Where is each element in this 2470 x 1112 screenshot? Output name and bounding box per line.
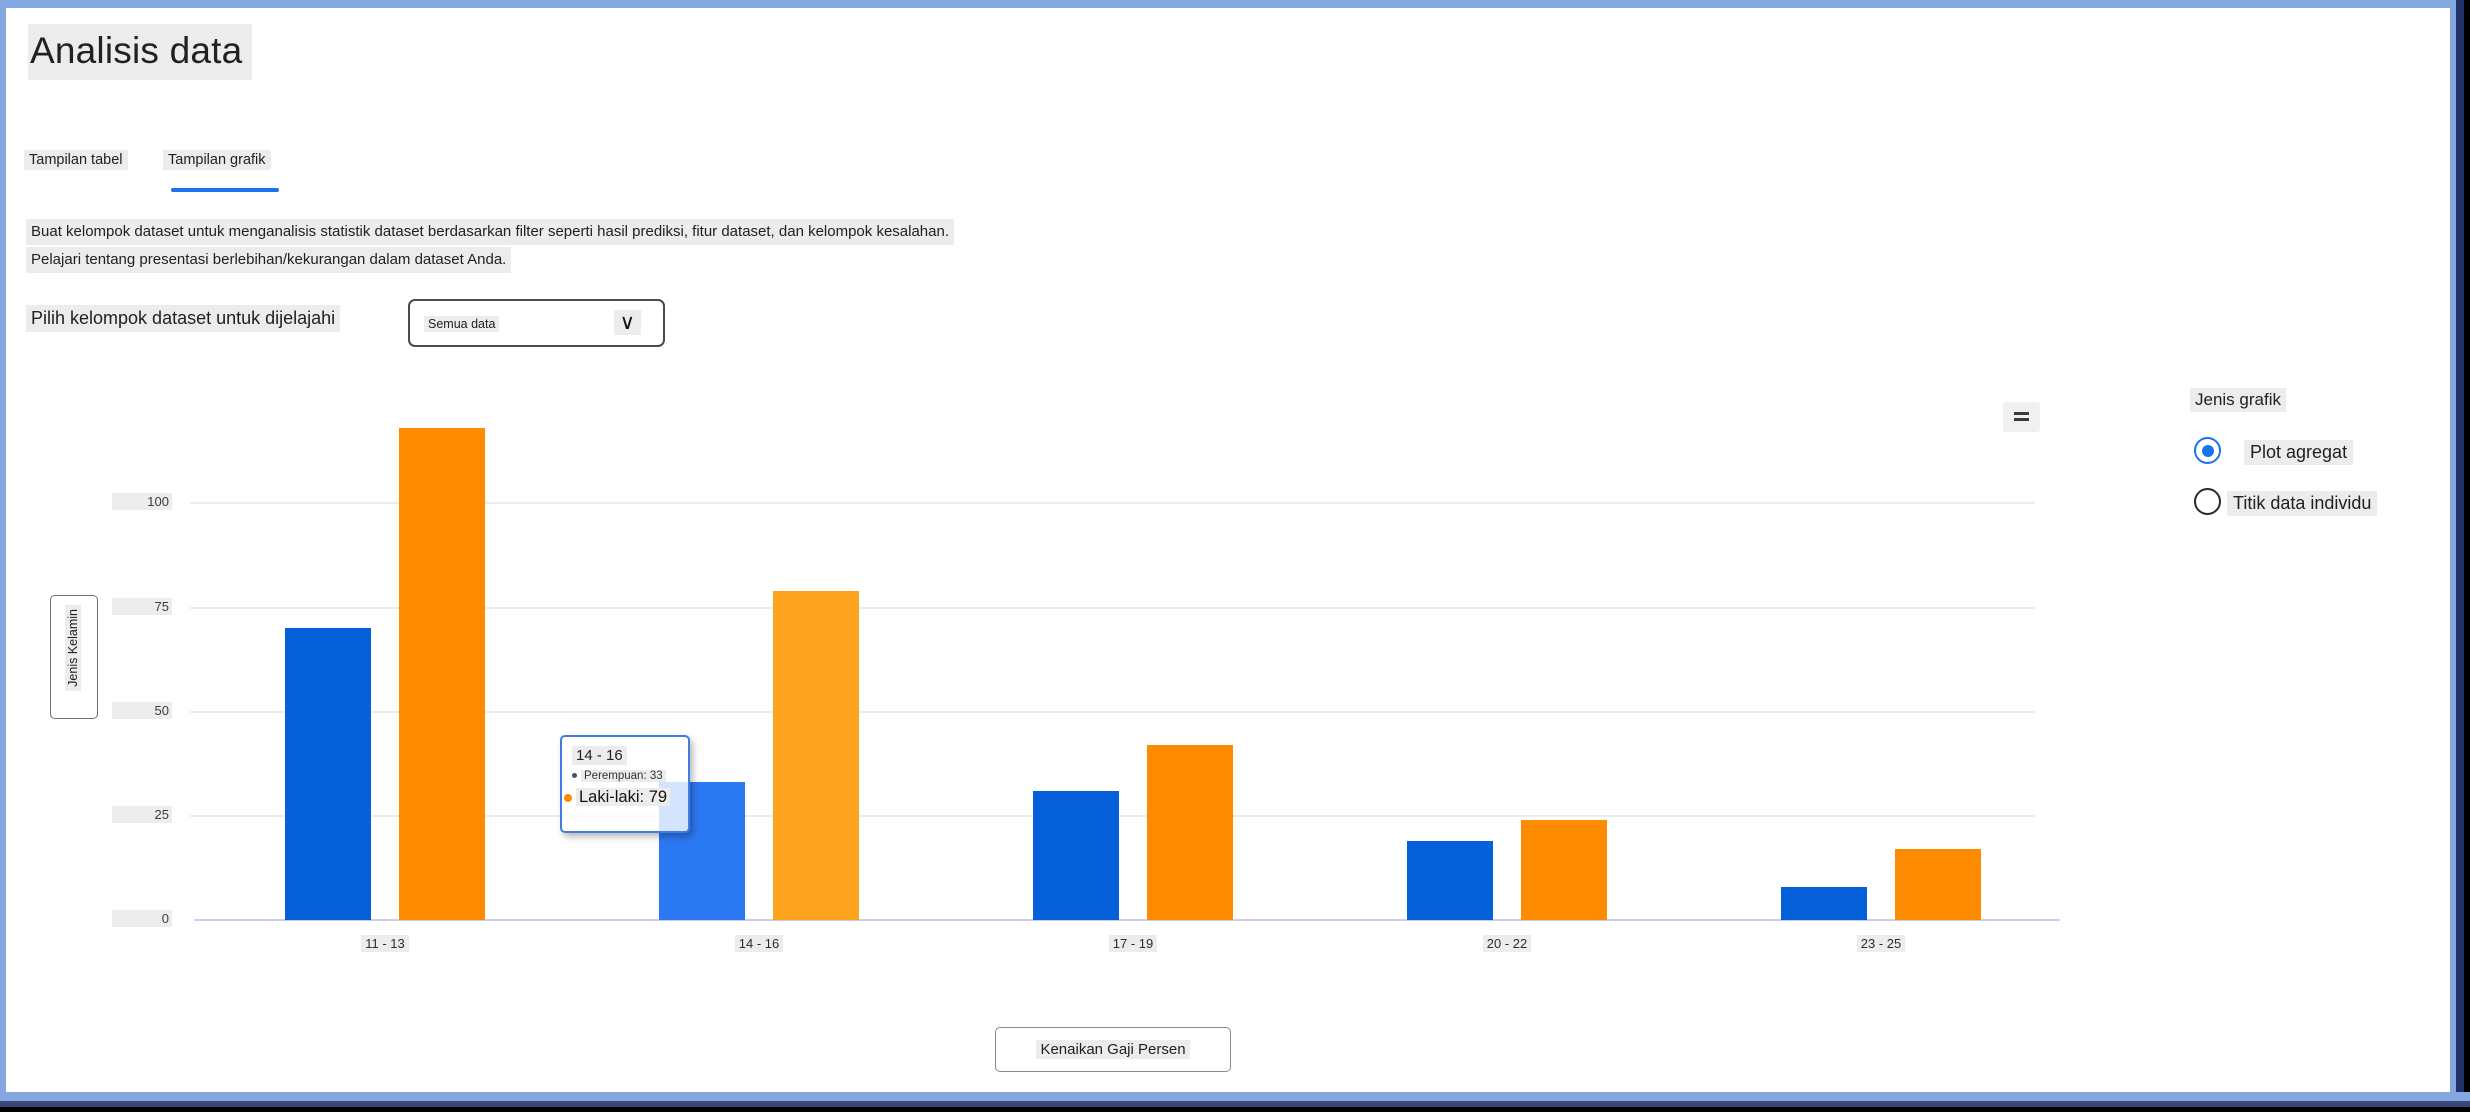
dataset-select-value: Semua data (424, 316, 500, 332)
radio-icon (2194, 488, 2221, 515)
y-tick-label: 50 (112, 701, 172, 719)
window-border-right-outer (2464, 0, 2470, 1112)
bar-perempuan-23-25[interactable] (1781, 887, 1867, 920)
window-border-bottom (0, 1092, 2470, 1101)
y-axis-field-button[interactable]: Jenis Kelamin (50, 595, 98, 719)
graph-type-heading: Jenis grafik (2190, 388, 2286, 412)
page-title: Analisis data (28, 24, 253, 80)
y-tick-label: 100 (112, 493, 172, 511)
x-axis-label: Kenaikan Gaji Persen (1036, 1040, 1190, 1059)
menu-lines-icon (2014, 412, 2029, 424)
bar-perempuan-11-13[interactable] (285, 628, 371, 920)
description-line-1: Buat kelompok dataset untuk menganalisis… (26, 219, 954, 245)
window-border-right (2450, 0, 2456, 1112)
bar-laki-laki-17-19[interactable] (1147, 745, 1233, 920)
dataset-selector-label: Pilih kelompok dataset untuk dijelajahi (26, 305, 341, 332)
bar-laki-laki-11-13[interactable] (399, 428, 485, 920)
window-border-top (0, 0, 2470, 8)
bar-laki-laki-14-16[interactable] (773, 591, 859, 920)
chart-tooltip: 14 - 16 Perempuan: 33 Laki-laki: 79 (560, 735, 690, 833)
bar-laki-laki-23-25[interactable] (1895, 849, 1981, 920)
window-border-bottom-outer (0, 1107, 2470, 1112)
bar-laki-laki-20-22[interactable] (1521, 820, 1607, 920)
chevron-down-icon: ∨ (613, 310, 641, 335)
y-axis-label: Jenis Kelamin (65, 605, 81, 691)
tooltip-title: 14 - 16 (572, 746, 627, 765)
x-tick-label: 14 - 16 (659, 935, 859, 952)
x-tick-label: 17 - 19 (1033, 935, 1233, 952)
tooltip-row-laki-laki: Laki-laki: 79 (564, 788, 688, 807)
window-border-right-inner (2456, 0, 2464, 1112)
tab-tampilan-tabel[interactable]: Tampilan tabel (24, 150, 128, 170)
x-tick-label: 11 - 13 (285, 935, 485, 952)
plot-area: 0 25 50 75 100 11 - 13 14 - 16 17 - 19 20 - 22 23… (112, 420, 2060, 952)
radio-icon (2194, 437, 2221, 464)
bar-perempuan-20-22[interactable] (1407, 841, 1493, 920)
x-axis-baseline (194, 919, 2060, 921)
gridline (190, 710, 2035, 713)
chart-menu-button[interactable] (2003, 402, 2040, 432)
radio-label: Titik data individu (2227, 491, 2378, 516)
gridline (190, 606, 2035, 609)
x-axis-field-button[interactable]: Kenaikan Gaji Persen (995, 1027, 1231, 1072)
tooltip-row-perempuan: Perempuan: 33 (572, 770, 688, 782)
y-tick-label: 75 (112, 597, 172, 615)
tab-tampilan-grafik[interactable]: Tampilan grafik (163, 150, 271, 170)
series-dot-icon (564, 793, 572, 802)
gridline (190, 502, 2035, 505)
window-border-left (0, 0, 6, 1112)
window-border-bottom-inner (0, 1101, 2470, 1107)
description-line-2: Pelajari tentang presentasi berlebihan/k… (26, 247, 512, 273)
x-tick-label: 23 - 25 (1781, 935, 1981, 952)
y-tick-label: 0 (112, 910, 172, 927)
active-tab-underline (171, 188, 279, 192)
dataset-select-dropdown[interactable]: Semua data ∨ (408, 299, 665, 347)
bar-perempuan-17-19[interactable] (1033, 791, 1119, 920)
radio-label: Plot agregat (2244, 440, 2354, 465)
y-tick-label: 25 (112, 805, 172, 823)
x-tick-label: 20 - 22 (1407, 935, 1607, 952)
series-dot-icon (572, 773, 577, 779)
